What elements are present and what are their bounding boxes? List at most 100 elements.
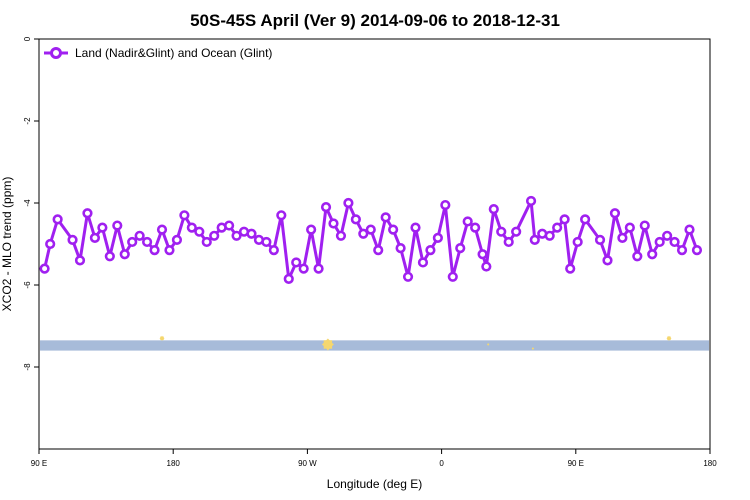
data-point: [67, 234, 78, 245]
data-point: [39, 263, 50, 274]
x-axis: 90 E 180 90 W 0 90 E 180: [31, 449, 717, 468]
data-point: [511, 226, 522, 237]
data-point: [283, 273, 294, 284]
data-point: [373, 245, 384, 256]
data-point: [402, 271, 414, 282]
data-point: [410, 222, 421, 233]
band-marker-shape: [321, 338, 334, 351]
data-point: [624, 222, 635, 233]
band-marker-shape: [666, 335, 672, 341]
y-tick-label: -2: [23, 117, 32, 125]
band-marker-shape: [531, 347, 535, 350]
band-marker-shape: [487, 343, 490, 346]
data-point: [647, 249, 658, 260]
data-point: [496, 226, 507, 237]
coverage-band: [40, 340, 709, 351]
data-point: [559, 214, 570, 225]
data-point: [306, 224, 317, 235]
data-point: [380, 212, 391, 223]
data-point: [45, 238, 56, 250]
data-point: [186, 222, 197, 233]
data-point: [470, 222, 481, 233]
data-point: [335, 230, 347, 241]
chart-title: 50S-45S April (Ver 9) 2014-09-06 to 2018…: [190, 11, 560, 30]
band-marker: [487, 343, 490, 346]
data-point: [350, 214, 361, 225]
x-axis-label: Longitude (deg E): [327, 477, 422, 491]
data-point: [149, 245, 160, 256]
legend-marker: [50, 47, 62, 59]
legend: Land (Nadir&Glint) and Ocean (Glint): [44, 46, 272, 60]
plot-area: [38, 38, 711, 450]
band-marker: [321, 338, 334, 351]
data-point: [602, 255, 613, 266]
data-point: [477, 249, 488, 260]
band-marker: [666, 335, 672, 341]
data-point: [343, 197, 354, 209]
data-point: [488, 204, 499, 215]
data-point: [440, 199, 451, 211]
data-point: [209, 230, 220, 241]
y-axis-label: XCO2 - MLO trend (ppm): [0, 177, 14, 312]
data-point: [594, 234, 606, 245]
data-point: [276, 210, 287, 221]
data-point: [171, 234, 183, 245]
data-point: [119, 249, 130, 260]
data-point: [142, 236, 153, 248]
data-point: [164, 245, 175, 256]
data-point: [447, 271, 458, 282]
data-point: [179, 210, 190, 221]
data-point: [201, 236, 212, 248]
data-point: [572, 236, 583, 248]
data-point: [74, 255, 86, 266]
data-point: [104, 251, 115, 262]
data-point: [156, 224, 168, 235]
data-point: [503, 236, 514, 248]
data-point: [639, 220, 650, 231]
data-point: [365, 224, 376, 235]
data-point: [580, 214, 591, 225]
x-tick-label: 180: [167, 459, 181, 468]
band-marker: [531, 347, 535, 350]
data-point: [127, 236, 138, 248]
data-point: [544, 230, 555, 241]
data-point: [662, 230, 673, 241]
data-point: [632, 251, 643, 262]
data-point: [654, 236, 665, 248]
data-point: [112, 220, 123, 231]
x-tick-label: 0: [439, 459, 444, 468]
data-point: [224, 220, 235, 231]
data-point: [388, 224, 399, 235]
data-point: [246, 228, 257, 239]
data-point: [609, 208, 621, 219]
data-point: [313, 263, 324, 274]
data-point: [134, 230, 145, 241]
data-point: [89, 232, 101, 243]
data-point: [261, 236, 272, 248]
data-point: [231, 230, 242, 241]
y-tick-label: -6: [23, 281, 32, 289]
data-point: [481, 261, 492, 272]
data-point: [455, 243, 466, 254]
data-point: [684, 224, 695, 235]
data-point: [529, 234, 540, 245]
y-tick-label: 0: [23, 36, 32, 41]
data-point: [328, 218, 339, 229]
x-tick-label: 90 E: [568, 459, 584, 468]
data-point: [691, 245, 703, 256]
data-point: [395, 243, 406, 254]
x-tick-label: 180: [703, 459, 717, 468]
data-point: [298, 263, 309, 274]
data-point: [358, 228, 369, 239]
x-tick-label: 90 W: [298, 459, 317, 468]
plot-frame: [38, 38, 711, 450]
band-marker: [159, 335, 165, 341]
data-point: [97, 222, 108, 233]
data-point: [320, 202, 332, 213]
series-layer: [39, 195, 703, 284]
data-point: [425, 245, 436, 256]
data-point: [194, 226, 205, 237]
data-point: [432, 232, 443, 243]
data-point: [52, 214, 63, 225]
